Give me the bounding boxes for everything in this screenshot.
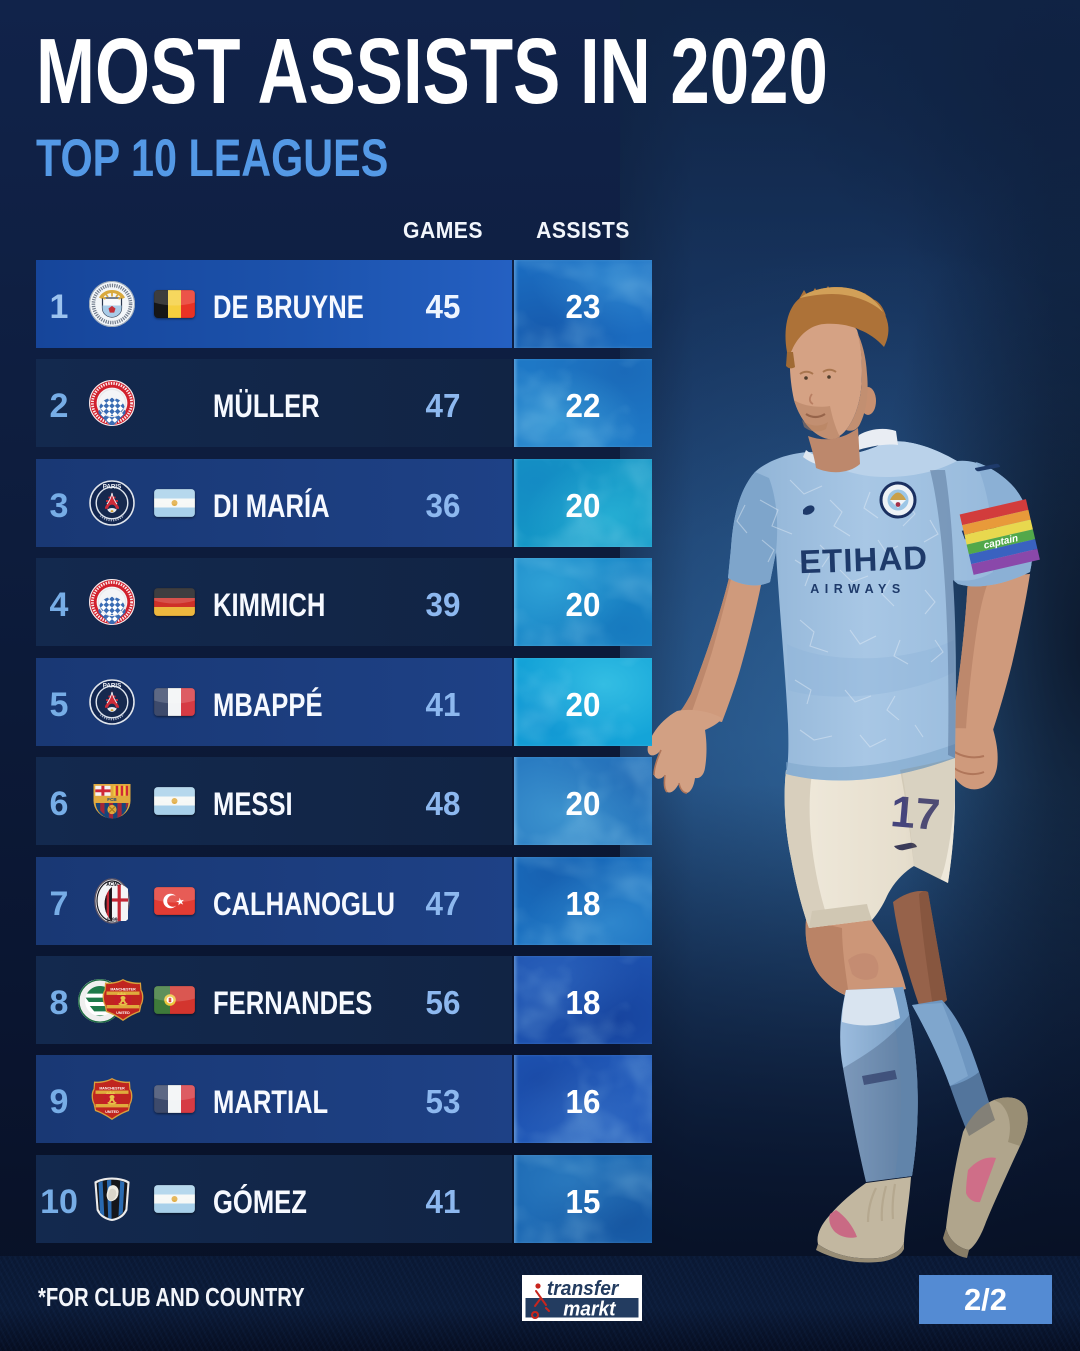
svg-text:markt: markt [563,1298,617,1320]
svg-text:1899: 1899 [106,917,117,923]
svg-text:MANCHESTER: MANCHESTER [99,1086,125,1090]
svg-text:ACM: ACM [106,882,117,888]
svg-text:PARIS: PARIS [103,484,121,491]
svg-text:UNITED: UNITED [116,1011,130,1015]
svg-text:ETIHAD: ETIHAD [799,539,929,580]
svg-text:MANCHESTER: MANCHESTER [110,987,136,991]
svg-text:17: 17 [889,787,942,840]
svg-text:AIRWAYS: AIRWAYS [810,582,905,596]
svg-text:FCB: FCB [107,797,117,802]
svg-text:PARIS: PARIS [103,683,121,690]
svg-text:UNITED: UNITED [105,1110,119,1114]
svg-text:transfer: transfer [547,1278,620,1300]
